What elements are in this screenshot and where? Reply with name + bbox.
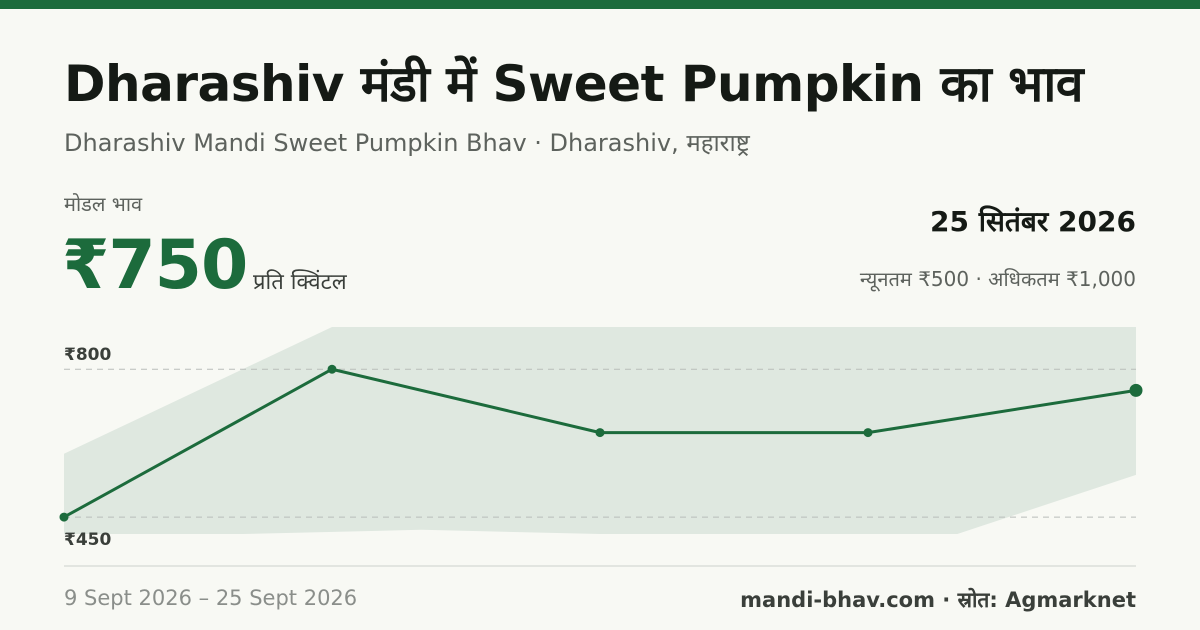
footer-source: mandi-bhav.com · स्रोत: Agmarknet: [740, 588, 1136, 612]
date-period: 9 Sept 2026 – 25 Sept 2026: [64, 586, 358, 610]
modal-price-label: मोडल भाव: [64, 192, 143, 216]
data-point-0: [59, 512, 69, 522]
modal-price-value: ₹750: [62, 226, 248, 305]
data-point-1: [327, 364, 337, 374]
page-subtitle: Dharashiv Mandi Sweet Pumpkin Bhav · Dha…: [64, 129, 750, 157]
top-accent-bar: [0, 0, 1200, 9]
data-point-2: [595, 428, 605, 438]
price-date: 25 सितंबर 2026: [930, 205, 1136, 238]
footer-divider: [64, 565, 1136, 567]
data-point-3: [863, 428, 873, 438]
y-tick-label-450: ₹450: [64, 530, 111, 550]
price-unit: प्रति क्विंटल: [253, 270, 347, 295]
page-title: Dharashiv मंडी में Sweet Pumpkin का भाव: [64, 55, 1084, 113]
y-tick-label-800: ₹800: [64, 345, 111, 365]
data-point-4: [1129, 383, 1143, 397]
min-max-range: न्यूनतम ₹500 · अधिकतम ₹1,000: [859, 267, 1136, 291]
